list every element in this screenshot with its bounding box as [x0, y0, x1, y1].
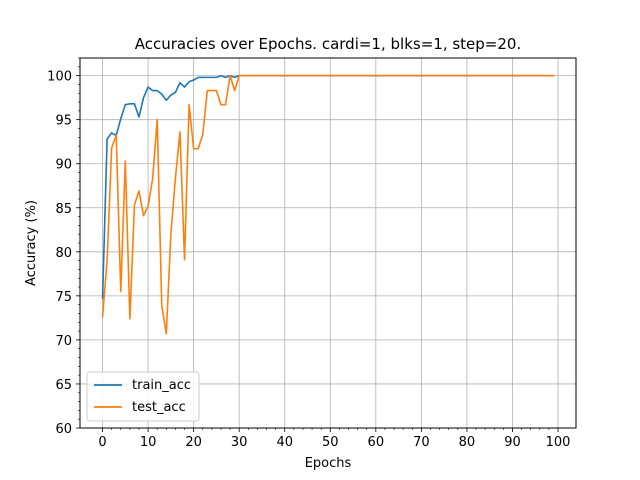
x-tick-label: 90	[504, 435, 521, 450]
x-axis-label: Epochs	[305, 456, 352, 471]
y-tick-label: 70	[55, 334, 72, 349]
y-tick-label: 80	[55, 246, 72, 261]
series-line-train-acc	[101, 74, 555, 300]
y-tick-label: 100	[47, 70, 72, 85]
y-tick-label: 75	[55, 290, 72, 305]
x-tick-label: 100	[546, 435, 571, 450]
y-tick-label: 60	[55, 422, 72, 437]
legend: train_acc test_acc	[86, 371, 200, 422]
x-tick-label: 50	[322, 435, 339, 450]
y-tick-label: 65	[55, 378, 72, 393]
x-tick-label: 20	[185, 435, 202, 450]
axis-ticks	[76, 57, 559, 432]
series-line-test-acc	[101, 74, 555, 335]
legend-label-test-acc: test_acc	[132, 400, 186, 415]
y-tick-label: 90	[55, 158, 72, 173]
legend-label-train-acc: train_acc	[132, 378, 191, 393]
x-tick-label: 0	[98, 435, 106, 450]
x-tick-label: 10	[140, 435, 157, 450]
x-tick-label: 60	[368, 435, 385, 450]
tick-labels: 0 10 20 30 40 50 60 70 80 90 100 60 65 70 75 80 85 90 95 10…	[47, 70, 570, 450]
y-axis-label: Accuracy (%)	[24, 200, 39, 286]
x-tick-label: 80	[459, 435, 476, 450]
data-series	[101, 74, 555, 335]
y-tick-label: 85	[55, 202, 72, 217]
x-tick-label: 70	[413, 435, 430, 450]
y-tick-label: 95	[55, 114, 72, 129]
chart-title: Accuracies over Epochs. cardi=1, blks=1,…	[135, 35, 521, 53]
x-tick-label: 40	[276, 435, 293, 450]
x-tick-label: 30	[231, 435, 248, 450]
